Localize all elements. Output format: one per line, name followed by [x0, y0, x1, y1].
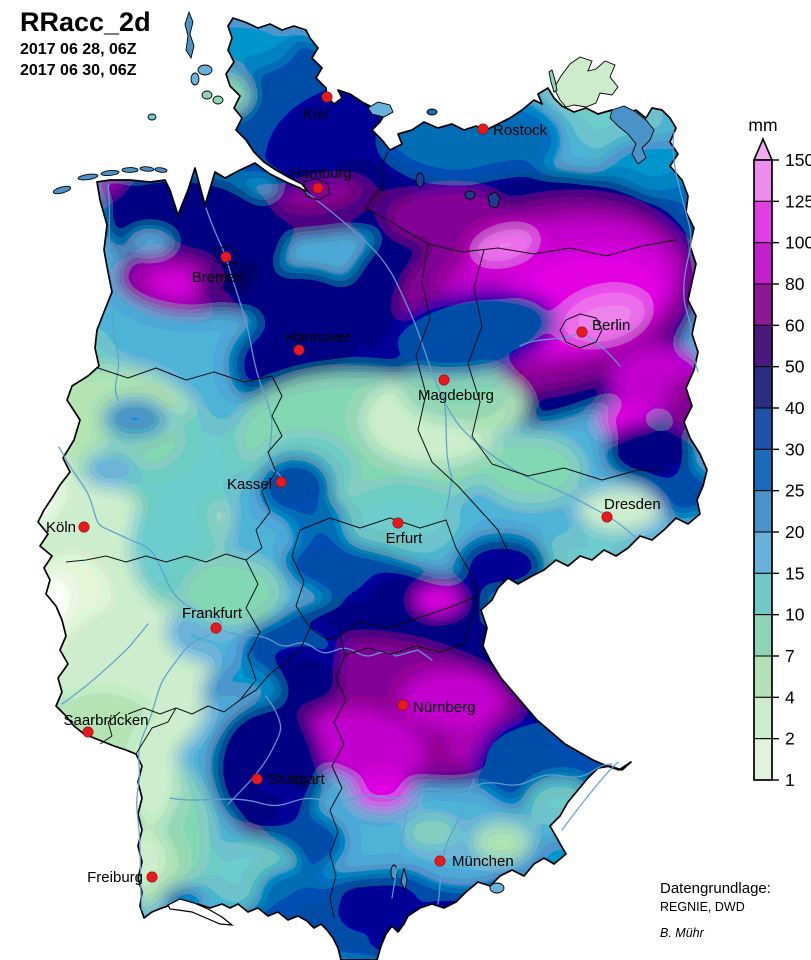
- colorbar-outline: [753, 159, 773, 781]
- city-label: Frankfurt: [182, 605, 243, 622]
- city-dot: [392, 517, 404, 529]
- attribution: Datengrundlage: REGNIE, DWD B. Mühr: [660, 880, 771, 942]
- city-dot: [434, 855, 446, 867]
- islands: [52, 10, 655, 195]
- city-label: Hannover: [285, 329, 350, 346]
- colorbar-segment: [753, 366, 773, 409]
- colorbar-tick-label: 40: [785, 398, 805, 418]
- city-label: Hamburg: [290, 165, 352, 182]
- colorbar-segment: [753, 448, 773, 492]
- city-label: Kassel: [227, 476, 272, 493]
- colorbar-tick-label: 4: [785, 687, 795, 707]
- city-label: Köln: [46, 519, 76, 536]
- colorbar-segment: [753, 614, 773, 657]
- city-label: Nürnberg: [413, 699, 476, 716]
- city-label: Freiburg: [87, 869, 143, 886]
- city-label: Erfurt: [386, 530, 424, 547]
- colorbar-segment: [753, 531, 773, 574]
- colorbar-tick-label: 20: [785, 522, 805, 542]
- city-label: Saarbrücken: [63, 712, 148, 729]
- city-dot: [477, 123, 489, 135]
- city-dot: [251, 773, 263, 785]
- lakes: [167, 172, 505, 926]
- colorbar-segment: [753, 283, 773, 326]
- city-dot: [275, 476, 287, 488]
- author-credit: B. Mühr: [660, 926, 704, 941]
- city-dot: [78, 521, 90, 533]
- cities-layer: Kiel Rostock Hamburg Bremen Hannover Berlin Ma…: [46, 91, 661, 886]
- city-dot: [220, 251, 232, 263]
- city-label: Kiel: [303, 106, 328, 123]
- colorbar-tick-label: 10: [785, 605, 805, 625]
- colorbar-tick-label: 1: [785, 770, 795, 790]
- city-dot: [210, 622, 222, 634]
- colorbar-segment: [753, 200, 773, 244]
- colorbar-tick-label: 125: [785, 191, 811, 211]
- colorbar-segment: [753, 655, 773, 698]
- city-label: Stuttgart: [268, 771, 326, 788]
- data-source-value: REGNIE, DWD: [660, 899, 745, 914]
- colorbar-segment: [753, 324, 773, 368]
- colorbar-segment: [753, 738, 773, 781]
- colorbar-unit: mm: [748, 115, 777, 135]
- germany-outline: [37, 17, 708, 960]
- colorbar-tick-label: 80: [785, 274, 805, 294]
- colorbar-arrow: [752, 136, 774, 161]
- colorbar-segment: [753, 407, 773, 450]
- city-dot: [321, 91, 333, 103]
- colorbar-tick-label: 30: [785, 439, 805, 459]
- city-label: Bremen: [192, 269, 245, 286]
- city-label: Magdeburg: [418, 387, 494, 404]
- city-dot: [312, 182, 324, 194]
- city-dot: [146, 871, 158, 883]
- city-label: München: [452, 853, 514, 870]
- city-label: Berlin: [592, 317, 630, 334]
- colorbar-tick-label: 15: [785, 563, 804, 583]
- colorbar-segment: [753, 572, 773, 616]
- end-datetime: 2017 06 30, 06Z: [20, 61, 137, 79]
- data-source-heading: Datengrundlage:: [660, 880, 771, 897]
- city-dot: [82, 726, 94, 738]
- colorbar-tick-label: 60: [785, 315, 805, 335]
- colorbar-tick-label: 100: [785, 233, 811, 253]
- title-block: RRacc_2d 2017 06 28, 06Z 2017 06 30, 06Z: [20, 6, 151, 80]
- colorbar-segment: [753, 159, 773, 202]
- state-borders: [65, 151, 677, 919]
- colorbar-segment: [753, 490, 773, 533]
- colorbar-segment: [753, 696, 773, 740]
- colorbar-segment: [753, 242, 773, 285]
- city-dot: [438, 374, 450, 386]
- colorbar-tick-label: 2: [785, 729, 795, 749]
- city-dot: [293, 344, 305, 356]
- city-dot: [576, 326, 588, 338]
- start-datetime: 2017 06 28, 06Z: [20, 41, 137, 59]
- city-label: Rostock: [493, 122, 548, 139]
- city-dot: [397, 699, 409, 711]
- colorbar: mm 150 125 100 80 60 50 40 30 25 20 15 10 7 4 2 1: [748, 115, 811, 790]
- colorbar-tick-label: 150: [785, 150, 811, 170]
- city-dot: [601, 511, 613, 523]
- product-title: RRacc_2d: [20, 7, 151, 37]
- city-label: Dresden: [604, 496, 661, 513]
- colorbar-tick-label: 50: [785, 357, 805, 377]
- colorbar-tick-label: 25: [785, 481, 804, 501]
- colorbar-tick-label: 7: [785, 646, 795, 666]
